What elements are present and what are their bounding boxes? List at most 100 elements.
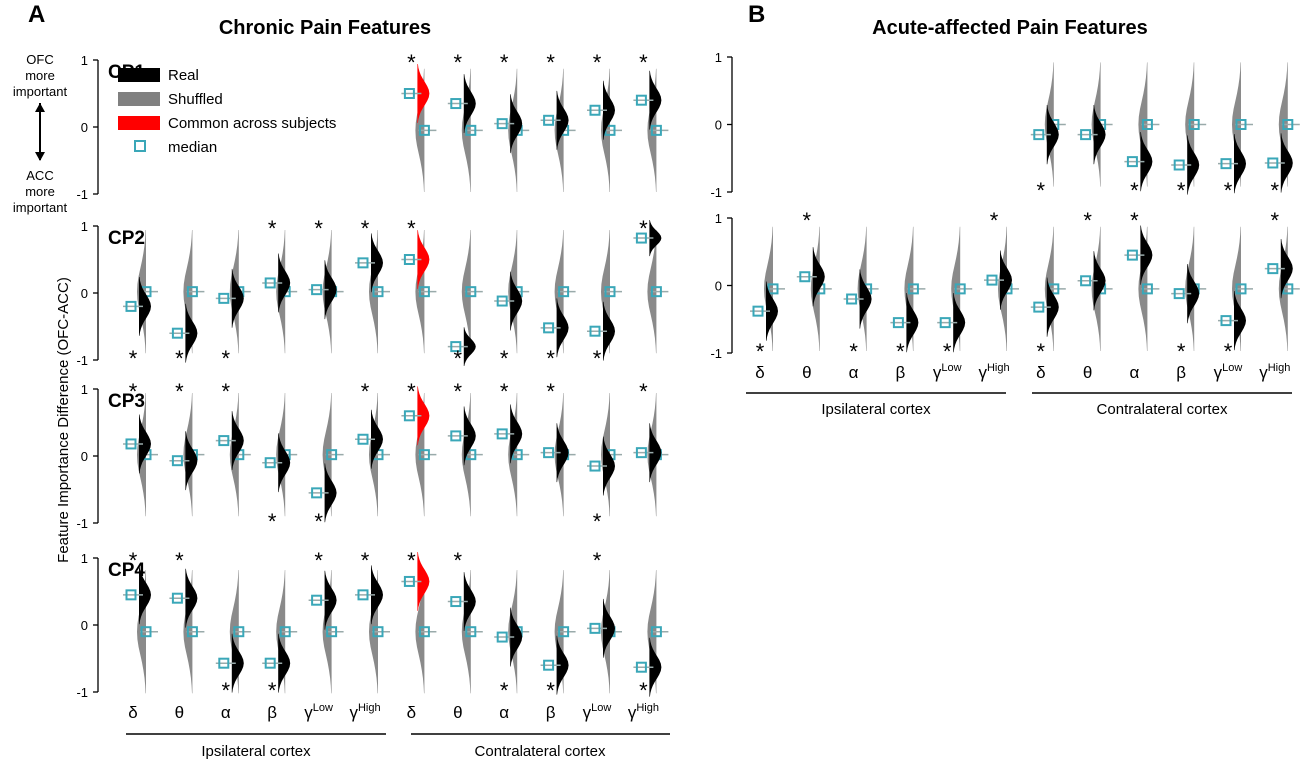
real-median-marker [450, 98, 462, 110]
legend-common-patch [118, 116, 160, 130]
y-tick-label: 1 [81, 382, 88, 397]
real-median-marker [450, 341, 462, 353]
y-tick-label: -1 [76, 187, 88, 202]
real-median-marker [1080, 275, 1092, 287]
category-label: γHigh [978, 362, 1009, 382]
importance-annotation: OFC more important ACC more important [13, 52, 68, 215]
real-violin [139, 414, 151, 474]
real-median-marker [264, 277, 276, 289]
shuffled-median-marker [1141, 283, 1153, 295]
y-tick-label: -1 [76, 353, 88, 368]
common-violin [417, 386, 430, 446]
real-violin [185, 303, 198, 363]
real-median-marker [171, 592, 183, 604]
y-tick-label: 0 [715, 279, 722, 294]
significance-star: * [639, 50, 648, 75]
significance-star: * [593, 548, 602, 573]
significance-star: * [361, 379, 370, 404]
significance-star: * [990, 208, 999, 233]
category-label: γLow [583, 702, 612, 722]
real-median-marker [1220, 158, 1232, 170]
row-label: CP3 [108, 391, 145, 412]
real-violin [603, 436, 615, 496]
significance-star: * [1271, 208, 1280, 233]
real-violin [463, 406, 476, 466]
category-label: γHigh [628, 702, 659, 722]
significance-star: * [314, 216, 323, 241]
real-median-marker [1033, 301, 1045, 313]
real-median-marker [357, 257, 369, 269]
category-label: δ [128, 703, 137, 722]
shuffled-median-marker [326, 449, 338, 461]
real-violin [324, 260, 337, 320]
real-median-marker [171, 327, 183, 339]
shuffled-median-marker [1282, 119, 1294, 130]
significance-star: * [546, 50, 555, 75]
significance-star: * [593, 509, 602, 534]
significance-star: * [546, 346, 555, 371]
significance-star: * [407, 548, 416, 573]
significance-star: * [454, 548, 463, 573]
category-label: γHigh [349, 702, 380, 722]
legend-median-label: median [168, 139, 217, 156]
real-violin [1234, 134, 1246, 194]
significance-star: * [1224, 339, 1233, 364]
real-violin [510, 404, 523, 464]
real-violin [324, 463, 337, 523]
significance-star: * [175, 379, 184, 404]
significance-star: * [175, 548, 184, 573]
common-violin [417, 64, 430, 123]
category-label: γLow [933, 362, 962, 382]
significance-star: * [268, 678, 277, 703]
shuffled-median-marker [186, 626, 198, 638]
real-median-marker [218, 435, 230, 447]
significance-star: * [1037, 178, 1046, 203]
real-median-marker [496, 118, 508, 130]
shuffled-median-marker [1235, 283, 1247, 295]
shuffled-median-marker [558, 626, 570, 638]
shuffled-median-marker [372, 626, 384, 638]
significance-star: * [454, 346, 463, 371]
real-median-marker [799, 271, 811, 283]
real-median-marker [543, 114, 555, 126]
y-tick-label: -1 [76, 516, 88, 531]
real-median-marker [218, 657, 230, 669]
panel-a-letter: A [28, 1, 45, 28]
significance-star: * [849, 339, 858, 364]
significance-star: * [314, 548, 323, 573]
significance-star: * [1177, 178, 1186, 203]
significance-star: * [500, 379, 509, 404]
category-label: α [221, 703, 231, 722]
legend: Real Shuffled Common across subjects med… [118, 67, 336, 156]
category-label: α [499, 703, 509, 722]
real-violin [231, 268, 244, 328]
shuffled-median-marker [604, 286, 616, 298]
real-violin [649, 70, 662, 130]
category-label: δ [755, 363, 764, 382]
real-median-marker [311, 487, 323, 499]
real-violin [1093, 251, 1106, 311]
significance-star: * [546, 678, 555, 703]
significance-star: * [803, 208, 812, 233]
shuffled-median-marker [465, 286, 477, 298]
shuffled-median-marker [418, 124, 430, 136]
significance-star: * [756, 339, 765, 364]
real-violin [278, 253, 291, 313]
shuffled-median-marker [465, 626, 477, 638]
y-tick-label: 1 [81, 53, 88, 68]
panel-b-plot: 10-1 * * * * *10-1 *** * **** ** **δ θ α β γLow γHigh δ θ… [710, 50, 1300, 382]
y-tick-label: -1 [76, 685, 88, 700]
real-violin [463, 74, 476, 133]
annot-more-bottom: more [25, 184, 55, 199]
significance-star: * [175, 346, 184, 371]
real-violin [859, 269, 872, 329]
significance-star: * [1177, 339, 1186, 364]
y-tick-label: 1 [81, 551, 88, 566]
shuffled-median-marker [558, 286, 570, 298]
common-violin [417, 552, 430, 611]
real-median-marker [589, 460, 601, 472]
real-median-marker [264, 457, 276, 469]
real-violin [556, 635, 569, 695]
significance-star: * [1130, 178, 1139, 203]
